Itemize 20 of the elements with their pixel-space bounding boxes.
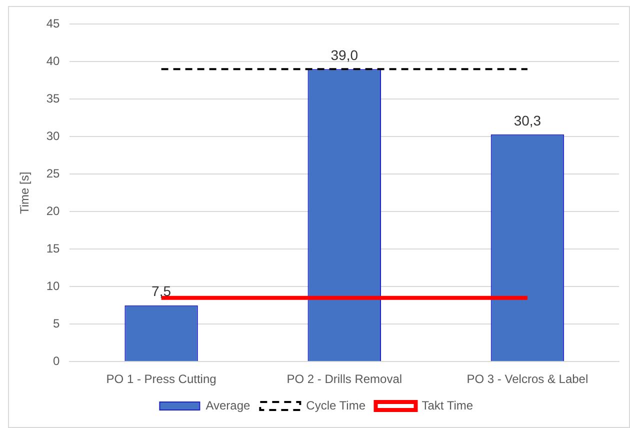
y-tick-label: 20	[46, 204, 60, 218]
data-label: 7,5	[152, 283, 172, 300]
data-label: 30,3	[514, 112, 542, 128]
legend-label: Takt Time	[422, 398, 474, 412]
legend-label: Average	[206, 398, 251, 412]
x-tick-label: PO 3 - Velcros & Label	[466, 372, 588, 386]
x-tick-label: PO 1 - Press Cutting	[106, 372, 216, 386]
y-tick-label: 30	[46, 128, 60, 143]
x-tick-label: PO 2 - Drills Removal	[286, 372, 402, 386]
y-tick-label: 10	[46, 278, 60, 293]
y-tick-label: 15	[46, 241, 60, 256]
y-tick-label: 0	[53, 354, 60, 368]
y-tick-label: 40	[46, 54, 60, 68]
y-tick-label: 45	[46, 16, 60, 31]
y-tick-label: 25	[46, 166, 60, 180]
data-label: 39,0	[330, 47, 358, 64]
legend-label: Cycle Time	[306, 398, 366, 412]
y-tick-label: 35	[46, 91, 60, 106]
y-tick-label: 5	[53, 316, 60, 330]
y-axis-title: Time [s]	[18, 172, 32, 214]
